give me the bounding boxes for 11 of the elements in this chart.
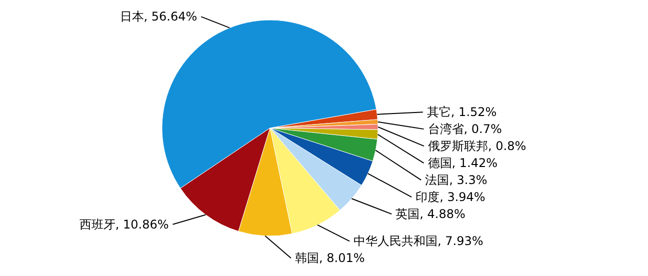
slice-label: 中华人民共和国, 7.93% <box>354 234 484 248</box>
slice-label: 法国, 3.3% <box>425 173 488 188</box>
slice-label: 德国, 1.42% <box>428 156 498 170</box>
slice-label: 韩国, 8.01% <box>295 251 365 266</box>
slice-label: 日本, 56.64% <box>120 10 198 24</box>
slice-label: 西班牙, 10.86% <box>79 217 169 232</box>
slice-label: 俄罗斯联邦, 0.8% <box>428 139 526 154</box>
slice-label: 印度, 3.94% <box>416 190 486 204</box>
slice-label: 其它, 1.52% <box>426 105 497 120</box>
slice-label: 英国, 4.88% <box>396 207 466 222</box>
slice-label: 台湾省, 0.7% <box>428 122 502 136</box>
